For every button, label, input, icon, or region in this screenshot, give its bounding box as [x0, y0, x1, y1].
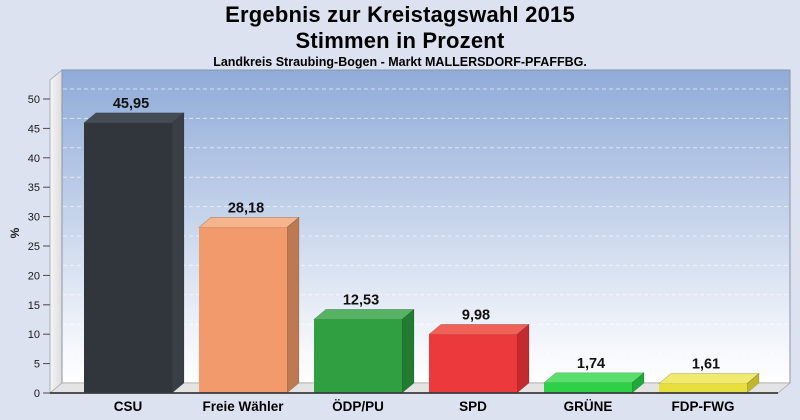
bar-value-label: 9,98 — [462, 307, 490, 323]
bar-side-0 — [171, 112, 185, 394]
y-tick-label: 5 — [34, 359, 40, 371]
bar-0 — [84, 122, 172, 394]
y-axis-label: % — [8, 227, 22, 238]
x-category-label: CSU — [114, 399, 143, 414]
y-tick-label: 50 — [28, 94, 40, 106]
bar-side-2 — [401, 308, 415, 394]
bar-side-1 — [286, 216, 300, 394]
y-tick-label: 45 — [28, 123, 40, 135]
y-tick-label: 20 — [28, 270, 40, 282]
x-category-label: FDP-FWG — [672, 399, 735, 414]
bar-5 — [659, 383, 747, 393]
bar-value-label: 28,18 — [228, 200, 264, 216]
bar-3 — [429, 334, 517, 393]
bar-value-label: 45,95 — [113, 96, 149, 112]
bar-top-1 — [198, 217, 300, 228]
bar-4 — [544, 382, 632, 393]
y-tick-label: 10 — [28, 329, 40, 341]
bar-value-label: 1,74 — [577, 356, 605, 372]
bar-value-label: 1,61 — [692, 357, 720, 373]
y-tick-label: 25 — [28, 241, 40, 253]
bar-1 — [199, 227, 287, 393]
x-category-label: ÖDP/PU — [332, 399, 384, 414]
chart-title-line1: Ergebnis zur Kreistagswahl 2015 — [225, 2, 575, 27]
y-tick-label: 30 — [28, 212, 40, 224]
y-tick-label: 40 — [28, 153, 40, 165]
y-tick-label: 15 — [28, 300, 40, 312]
bar-top-5 — [658, 373, 760, 384]
bar-2 — [314, 319, 402, 393]
x-category-label: SPD — [459, 399, 487, 414]
bar-side-3 — [516, 323, 530, 394]
x-category-label: Freie Wähler — [202, 399, 284, 414]
chart-subtitle: Landkreis Straubing-Bogen - Markt MALLER… — [213, 55, 587, 69]
bar-top-3 — [428, 324, 530, 335]
bar-value-label: 12,53 — [343, 292, 379, 308]
plot-left-wall — [49, 69, 63, 394]
x-category-label: GRÜNE — [564, 399, 613, 414]
title-block: Ergebnis zur Kreistagswahl 2015 Stimmen … — [0, 2, 800, 70]
bar-top-0 — [83, 112, 185, 124]
bar-top-4 — [543, 372, 645, 384]
chart-title-line2: Stimmen in Prozent — [295, 28, 505, 53]
y-tick-label: 0 — [34, 388, 40, 400]
bar-top-2 — [313, 309, 415, 320]
y-tick-label: 35 — [28, 182, 40, 194]
